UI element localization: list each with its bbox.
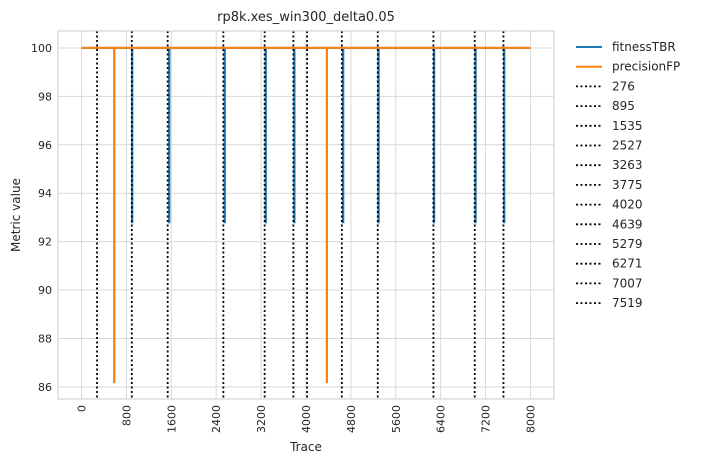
y-tick-label: 90: [38, 284, 52, 297]
x-tick-label: 0: [76, 405, 89, 412]
legend-label-drift: 1535: [612, 119, 643, 133]
legend-label-drift: 5279: [612, 237, 643, 251]
y-axis-ticks: 86 88 90 92 94 96 98 100: [31, 42, 52, 394]
x-tick-label: 7200: [480, 405, 493, 433]
x-tick-label: 4800: [345, 405, 358, 433]
x-tick-label: 6400: [435, 405, 448, 433]
legend-label-drift: 7007: [612, 276, 643, 290]
x-tick-label: 4000: [300, 405, 313, 433]
x-tick-label: 8000: [524, 405, 537, 433]
legend-label-drift: 2527: [612, 139, 643, 153]
legend-label-drift: 3775: [612, 178, 643, 192]
x-tick-label: 2400: [210, 405, 223, 433]
legend-label-drift: 6271: [612, 257, 643, 271]
legend-label-drift: 276: [612, 79, 635, 93]
series-lines: [81, 31, 531, 399]
y-tick-label: 86: [38, 381, 52, 394]
y-tick-label: 88: [38, 332, 52, 345]
x-tick-label: 1600: [165, 405, 178, 433]
legend-label-drift: 895: [612, 99, 635, 113]
legend-label-drift: 4020: [612, 198, 643, 212]
x-tick-label: 5600: [390, 405, 403, 433]
y-tick-label: 92: [38, 236, 52, 249]
legend-label-drift: 7519: [612, 296, 643, 310]
y-tick-label: 96: [38, 139, 52, 152]
legend-label-drift: 4639: [612, 217, 643, 231]
x-axis-ticks: 0 800 1600 2400 3200 4000 4800 5600 6400 7200 8000: [76, 405, 538, 433]
x-tick-label: 800: [120, 405, 133, 426]
y-tick-label: 98: [38, 90, 52, 103]
legend-label-fitnessTBR: fitnessTBR: [612, 40, 676, 54]
x-axis-label: Trace: [289, 440, 322, 454]
y-tick-label: 100: [31, 42, 52, 55]
y-tick-label: 94: [38, 187, 52, 200]
plot-frame: [57, 30, 555, 400]
legend-label-drift: 3263: [612, 158, 643, 172]
chart-title: rp8k.xes_win300_delta0.05: [217, 10, 395, 25]
x-tick-label: 3200: [255, 405, 268, 433]
y-axis-label: Metric value: [9, 178, 23, 252]
series-line-precisionFP: [81, 46, 531, 384]
legend-label-precisionFP: precisionFP: [612, 60, 680, 74]
legend: fitnessTBR precisionFP 276 895 1535 2527 3263 3…: [576, 40, 680, 310]
